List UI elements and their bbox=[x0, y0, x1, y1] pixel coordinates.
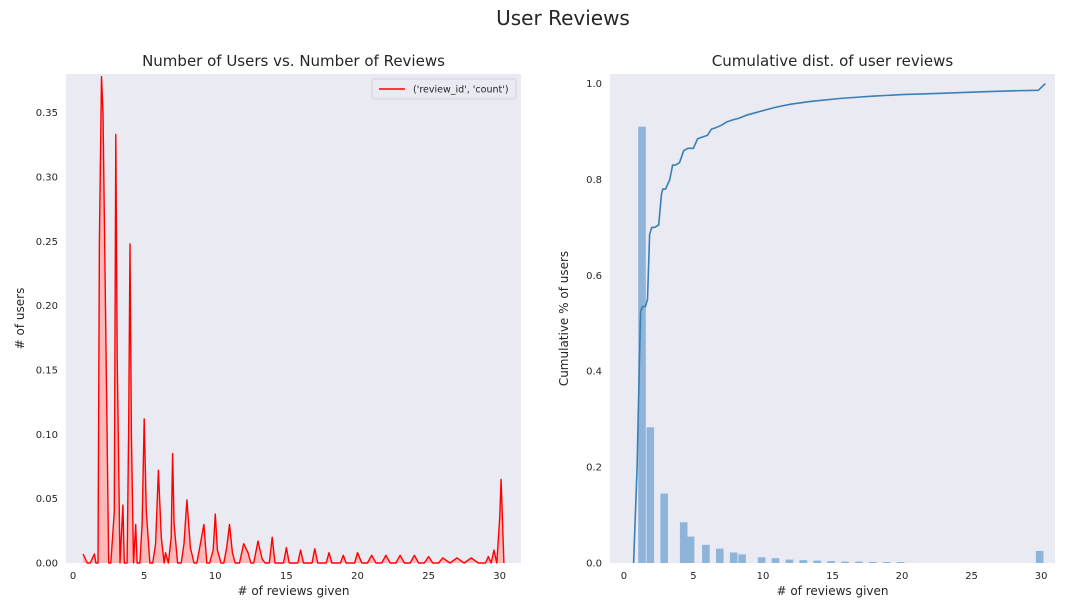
histogram-bar bbox=[702, 544, 710, 563]
left-y-axis-label: # of users bbox=[13, 288, 27, 350]
x-tick-label: 20 bbox=[351, 571, 364, 582]
y-tick-label: 0.6 bbox=[586, 271, 602, 282]
x-tick-label: 15 bbox=[280, 571, 293, 582]
x-tick-label: 25 bbox=[422, 571, 435, 582]
y-tick-label: 0.35 bbox=[36, 108, 58, 119]
right-y-axis-ticks: 0.0 0.2 0.4 0.6 0.8 1.0 bbox=[586, 79, 602, 569]
histogram-bar bbox=[855, 561, 863, 563]
histogram-bar bbox=[799, 560, 808, 563]
histogram-bar bbox=[660, 493, 668, 563]
histogram-bar bbox=[686, 536, 695, 563]
histogram-bar bbox=[896, 562, 905, 563]
histogram-bar bbox=[771, 558, 780, 563]
histogram-bar bbox=[729, 552, 738, 563]
x-tick-label: 20 bbox=[896, 571, 909, 582]
y-tick-label: 0.2 bbox=[586, 463, 602, 474]
left-plot-background bbox=[66, 74, 521, 563]
x-tick-label: 5 bbox=[141, 571, 147, 582]
histogram-bar bbox=[813, 560, 821, 563]
y-tick-label: 0.00 bbox=[36, 559, 58, 570]
left-chart-title: Number of Users vs. Number of Reviews bbox=[142, 52, 445, 70]
x-tick-label: 5 bbox=[690, 571, 696, 582]
x-tick-label: 0 bbox=[70, 571, 76, 582]
y-tick-label: 0.05 bbox=[36, 494, 58, 505]
x-tick-label: 10 bbox=[209, 571, 222, 582]
histogram-bar bbox=[646, 427, 655, 563]
histogram-bar bbox=[638, 126, 646, 563]
y-tick-label: 0.10 bbox=[36, 430, 58, 441]
left-chart-panel: 0 5 10 15 20 25 30 0.00 0.05 0.10 0.15 0.20 0.25 0.3… bbox=[13, 52, 521, 598]
histogram-bar bbox=[1035, 551, 1044, 563]
y-tick-label: 0.20 bbox=[36, 301, 58, 312]
y-tick-label: 0.15 bbox=[36, 365, 58, 376]
y-tick-label: 0.25 bbox=[36, 237, 58, 248]
histogram-bar bbox=[869, 562, 877, 563]
right-y-axis-label: Cumulative % of users bbox=[557, 251, 571, 386]
histogram-bar bbox=[785, 559, 794, 563]
x-tick-label: 15 bbox=[826, 571, 839, 582]
legend-box bbox=[371, 78, 517, 100]
x-tick-label: 10 bbox=[757, 571, 770, 582]
left-chart-marks bbox=[82, 75, 505, 564]
right-x-axis-ticks: 0 5 10 15 20 25 30 bbox=[621, 571, 1048, 582]
y-tick-label: 0.4 bbox=[586, 367, 602, 378]
left-x-axis-ticks: 0 5 10 15 20 25 30 bbox=[70, 571, 506, 582]
right-chart-panel: 0 5 10 15 20 25 30 0.0 0.2 0.4 0.6 0.8 1.0 Cumulati… bbox=[557, 52, 1055, 598]
legend-entry-label: ('review_id', 'count') bbox=[413, 85, 509, 96]
histogram-bar bbox=[716, 548, 724, 563]
histogram-bar bbox=[679, 522, 688, 564]
x-tick-label: 30 bbox=[493, 571, 506, 582]
histogram-bar bbox=[882, 562, 891, 563]
histogram-bar bbox=[757, 557, 766, 563]
y-tick-label: 1.0 bbox=[586, 79, 602, 90]
x-tick-label: 0 bbox=[621, 571, 627, 582]
y-tick-label: 0.8 bbox=[586, 175, 602, 186]
histogram-bar bbox=[841, 561, 849, 563]
left-chart-legend: ('review_id', 'count') bbox=[371, 78, 517, 100]
y-tick-label: 0.30 bbox=[36, 172, 58, 183]
series-line bbox=[82, 75, 505, 564]
histogram-bar bbox=[827, 561, 835, 563]
x-tick-label: 25 bbox=[965, 571, 978, 582]
right-chart-marks bbox=[632, 83, 1046, 564]
y-tick-label: 0.0 bbox=[586, 559, 602, 570]
x-tick-label: 30 bbox=[1035, 571, 1048, 582]
histogram-bar bbox=[738, 554, 746, 563]
cumulative-line bbox=[632, 83, 1046, 564]
right-chart-title: Cumulative dist. of user reviews bbox=[712, 52, 954, 70]
left-x-axis-label: # of reviews given bbox=[237, 584, 349, 598]
right-plot-background bbox=[610, 74, 1055, 563]
left-y-axis-ticks: 0.00 0.05 0.10 0.15 0.20 0.25 0.30 0.35 bbox=[36, 108, 58, 569]
figure-suptitle: User Reviews bbox=[496, 6, 630, 30]
right-x-axis-label: # of reviews given bbox=[776, 584, 888, 598]
